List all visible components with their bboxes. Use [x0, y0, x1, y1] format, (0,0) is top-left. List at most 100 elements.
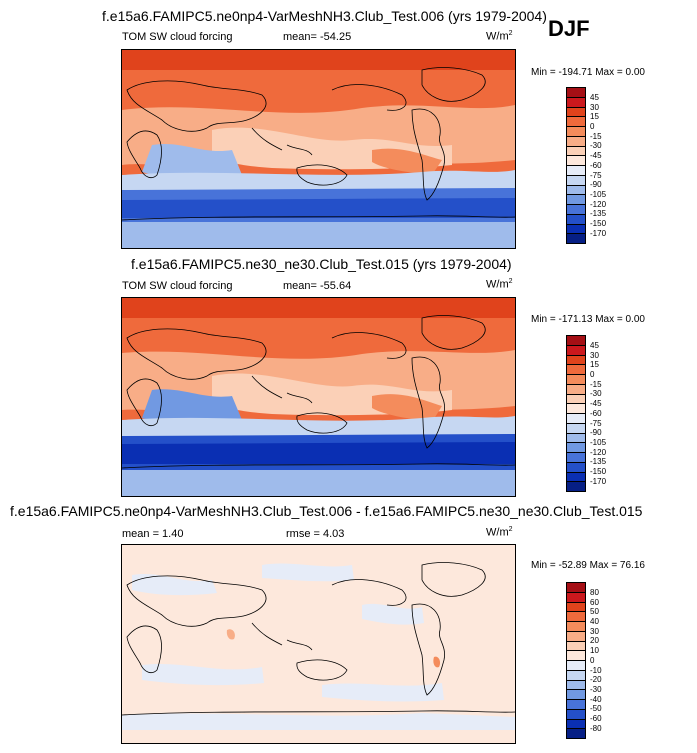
colorbar-tick-label: 10: [590, 646, 599, 656]
panel1-title: f.e15a6.FAMIPC5.ne0np4-VarMeshNH3.Club_T…: [102, 8, 547, 24]
colorbar-swatch: [567, 126, 585, 136]
colorbar-swatch: [567, 699, 585, 709]
colorbar-swatch: [567, 452, 585, 462]
colorbar-swatch: [567, 135, 585, 146]
colorbar-tick-label: -75: [590, 170, 602, 180]
colorbar-tick-label: 45: [590, 93, 599, 102]
panel1-colorbar-labels: 45 30 15 0 -15 -30 -45 -60 -75 -90 -105 -120 -135 -15…: [590, 93, 606, 238]
colorbar-tick-label: 30: [590, 626, 599, 636]
colorbar-tick-label: -40: [590, 694, 602, 704]
colorbar-swatch: [567, 461, 585, 472]
colorbar-tick-label: -135: [590, 209, 607, 219]
colorbar-tick-label: -45: [590, 399, 602, 409]
colorbar-swatch: [567, 364, 585, 374]
colorbar-tick-label: 15: [590, 112, 599, 122]
panel3-rmse-label: rmse = 4.03: [286, 528, 345, 540]
colorbar-swatch: [567, 344, 585, 355]
colorbar-tick-label: -170: [590, 476, 607, 486]
colorbar-tick-label: 15: [590, 360, 599, 370]
colorbar-tick-label: -150: [590, 218, 607, 228]
panel3-mean-label: mean = 1.40: [122, 528, 184, 540]
colorbar-tick-label: -150: [590, 466, 607, 476]
colorbar-swatch: [567, 669, 585, 680]
panel1-units: W/m2: [486, 30, 513, 43]
panel3-map-field: [122, 545, 515, 743]
colorbar-swatch: [567, 383, 585, 394]
colorbar-tick-label: -90: [590, 428, 602, 438]
colorbar-tick-label: 0: [590, 370, 595, 380]
panel3-units: W/m2: [486, 526, 513, 539]
colorbar-tick-label: 30: [590, 102, 599, 112]
colorbar-tick-label: -120: [590, 199, 607, 209]
panel2-colorbar: [566, 335, 586, 492]
colorbar-swatch: [567, 165, 585, 175]
colorbar-swatch: [567, 708, 585, 719]
colorbar-swatch: [567, 233, 585, 243]
colorbar-tick-label: -45: [590, 151, 602, 161]
colorbar-swatch: [567, 442, 585, 452]
colorbar-swatch: [567, 336, 585, 345]
colorbar-swatch: [567, 583, 585, 592]
panel3-colorbar: [566, 582, 586, 739]
colorbar-swatch: [567, 374, 585, 384]
colorbar-swatch: [567, 155, 585, 165]
colorbar-swatch: [567, 413, 585, 423]
colorbar-swatch: [567, 422, 585, 433]
panel2-mean-label: mean= -55.64: [283, 280, 352, 292]
panel2-variable-label: TOM SW cloud forcing: [122, 280, 233, 292]
colorbar-tick-label: -60: [590, 160, 602, 170]
colorbar-tick-label: 0: [590, 122, 595, 132]
colorbar-swatch: [567, 432, 585, 443]
colorbar-tick-label: -105: [590, 189, 607, 199]
colorbar-tick-label: 45: [590, 341, 599, 350]
colorbar-tick-label: -135: [590, 457, 607, 467]
colorbar-swatch: [567, 591, 585, 602]
colorbar-tick-label: -60: [590, 408, 602, 418]
colorbar-swatch: [567, 728, 585, 738]
colorbar-swatch: [567, 194, 585, 204]
colorbar-swatch: [567, 650, 585, 660]
panel3-map: [121, 544, 516, 744]
panel2-units: W/m2: [486, 278, 513, 291]
colorbar-swatch: [567, 145, 585, 156]
colorbar-swatch: [567, 106, 585, 117]
colorbar-swatch: [567, 354, 585, 365]
colorbar-swatch: [567, 403, 585, 413]
colorbar-swatch: [567, 88, 585, 97]
colorbar-tick-label: -30: [590, 389, 602, 399]
panel3-minmax: Min = -52.89 Max = 76.16: [531, 560, 645, 571]
colorbar-swatch: [567, 96, 585, 107]
colorbar-swatch: [567, 393, 585, 404]
panel2-colorbar-labels: 45 30 15 0 -15 -30 -45 -60 -75 -90 -105 -120 -135 -15…: [590, 341, 606, 486]
colorbar-tick-label: 0: [590, 655, 595, 665]
colorbar-tick-label: 50: [590, 607, 599, 617]
panel2-map: [121, 297, 516, 497]
season-label: DJF: [548, 16, 590, 41]
colorbar-tick-label: -60: [590, 713, 602, 723]
panel3-colorbar-labels: 80 60 50 40 30 20 10 0 -10 -20 -30 -40 -50 -60 -80: [590, 588, 602, 733]
panel2-minmax: Min = -171.13 Max = 0.00: [531, 314, 645, 325]
colorbar-swatch: [567, 471, 585, 482]
colorbar-tick-label: -20: [590, 675, 602, 685]
colorbar-tick-label: -75: [590, 418, 602, 428]
colorbar-tick-label: -30: [590, 141, 602, 151]
panel1-minmax: Min = -194.71 Max = 0.00: [531, 67, 645, 78]
colorbar-swatch: [567, 204, 585, 214]
colorbar-tick-label: 30: [590, 350, 599, 360]
colorbar-swatch: [567, 116, 585, 126]
colorbar-tick-label: -15: [590, 131, 602, 141]
colorbar-swatch: [567, 213, 585, 224]
panel1-variable-label: TOM SW cloud forcing: [122, 31, 233, 43]
colorbar-tick-label: -170: [590, 228, 607, 238]
colorbar-swatch: [567, 660, 585, 670]
panel1-map-field: [122, 50, 515, 248]
colorbar-tick-label: -120: [590, 447, 607, 457]
colorbar-tick-label: 20: [590, 636, 599, 646]
colorbar-swatch: [567, 223, 585, 234]
colorbar-tick-label: -90: [590, 180, 602, 190]
colorbar-swatch: [567, 640, 585, 651]
colorbar-swatch: [567, 630, 585, 641]
panel1-map: [121, 49, 516, 249]
panel3-title: f.e15a6.FAMIPC5.ne0np4-VarMeshNH3.Club_T…: [10, 503, 643, 519]
panel2-title: f.e15a6.FAMIPC5.ne30_ne30.Club_Test.015 …: [131, 256, 512, 272]
